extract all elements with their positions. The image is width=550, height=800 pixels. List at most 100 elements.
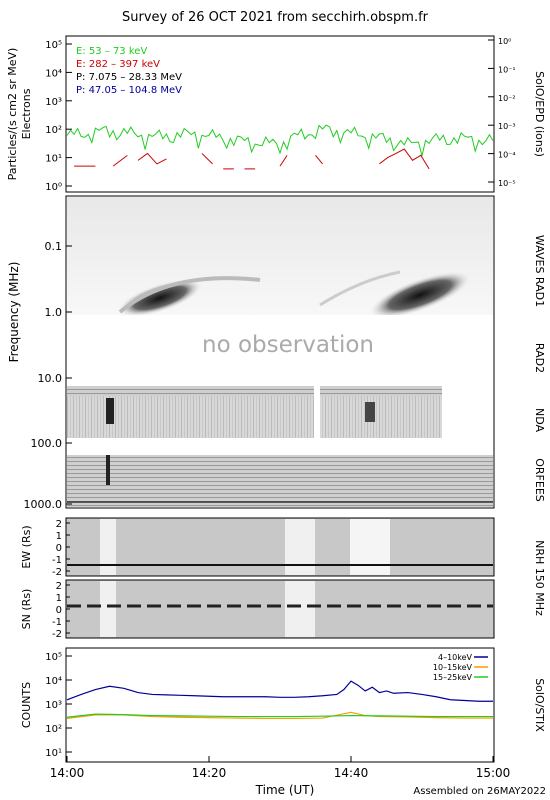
- epd-series-red-segment: [315, 155, 323, 165]
- epd-series-red-segment: [201, 153, 213, 165]
- stix-series: [66, 680, 493, 720]
- epd-legend: E: 53 – 73 keV E: 282 – 397 keV P: 7.075 –…: [76, 46, 182, 96]
- radio-ytick-label: 1.0: [45, 306, 63, 319]
- epd-series-red-segment: [112, 154, 128, 167]
- radio-ytick-label: 0.1: [45, 240, 63, 253]
- epd-series-red-segment: [137, 152, 167, 165]
- epd-ylabel2: Electrons: [20, 88, 33, 139]
- stix-ylabel: COUNTS: [20, 682, 33, 728]
- nrh-sn-frame: [65, 579, 495, 639]
- stix-legend-label: 10–15keV: [433, 663, 473, 672]
- nda-burst-2: [365, 402, 375, 422]
- nrh-ew-ylabel: EW (Rs): [20, 525, 33, 568]
- nrh-ew-gap-1: [100, 519, 116, 575]
- burst-2-tail: [319, 270, 401, 307]
- nda-band-1: [67, 386, 314, 396]
- x-tick-label: 15:00: [476, 766, 511, 780]
- stix-ytick-label: 10¹: [45, 748, 62, 759]
- nrh-ytick-label: 1: [56, 531, 62, 542]
- x-ticks: 14:00 14:20 14:40 15:00: [50, 756, 511, 780]
- radio-right-nda: NDA: [533, 408, 546, 433]
- nrh-ytick-label: 0: [56, 543, 62, 554]
- stix-ytick-label: 10³: [45, 700, 62, 711]
- nrh-ew-panel: 210-1-2 EW (Rs) NRH 150 MHz: [20, 517, 546, 616]
- nrh-ew-gap-3: [350, 519, 390, 575]
- nrh-ytick-label: 1: [56, 593, 62, 604]
- radio-ylabel: Frequency (MHz): [7, 262, 21, 363]
- nda-burst: [106, 398, 114, 424]
- epd-ytick-right-label: 10⁻⁴: [498, 151, 516, 160]
- epd-series: [66, 124, 494, 170]
- nrh-ytick-label: -1: [52, 555, 62, 566]
- epd-ylabel: Particles/(s cm2 sr MeV): [6, 48, 19, 181]
- epd-ytick-right-label: 10⁻²: [498, 94, 516, 103]
- stix-series-line: [66, 713, 493, 718]
- radio-ytick-label: 10.0: [38, 372, 63, 385]
- burst-1: [116, 278, 204, 318]
- epd-ytick-right-label: 10⁻¹: [498, 65, 516, 74]
- burst-2: [368, 270, 472, 320]
- nrh-sn-gap-1: [100, 581, 116, 637]
- nrh-sn-ylabel: SN (Rs): [20, 589, 33, 630]
- stix-ytick-label: 10⁵: [45, 652, 62, 663]
- epd-legend-entry: P: 47.05 – 104.8 MeV: [76, 85, 182, 96]
- nrh-ew-frame: [65, 517, 495, 577]
- epd-right-label: SolO/EPD (ions): [533, 71, 546, 157]
- epd-legend-entry: E: 53 – 73 keV: [76, 46, 147, 57]
- epd-series-green: [66, 124, 494, 157]
- radio-right-rad2: RAD2: [533, 343, 546, 373]
- nrh-ew-gap-2: [285, 519, 315, 575]
- radio-yticks: 0.1 1.0 10.0 100.0 1000.0: [24, 240, 72, 511]
- nrh-ytick-label: -2: [52, 567, 62, 578]
- nrh-ytick-label: 2: [56, 581, 62, 592]
- stix-ytick-label: 10²: [45, 724, 62, 735]
- stix-right-label: SolO/STIX: [533, 678, 546, 732]
- nda-band-2: [320, 386, 442, 396]
- epd-yticks: 10⁰ 10¹ 10² 10³ 10⁴ 10⁵: [45, 40, 72, 193]
- sn-yticks: 210-1-2: [52, 581, 70, 640]
- epd-panel: Particles/(s cm2 sr MeV) Electrons SolO/…: [6, 35, 546, 193]
- burst-1-tail: [118, 276, 261, 314]
- nrh-ytick-label: 2: [56, 519, 62, 530]
- stix-series-line: [66, 711, 493, 720]
- x-axis-label: Time (UT): [255, 783, 315, 797]
- epd-ytick-right-label: 10⁰: [498, 37, 511, 46]
- assembled-footer: Assembled on 26MAY2022: [413, 786, 546, 797]
- nrh-ytick-label: -2: [52, 629, 62, 640]
- x-tick-label: 14:00: [50, 766, 85, 780]
- epd-series-red-segment: [379, 148, 430, 170]
- orfees-burst: [106, 455, 110, 485]
- epd-ytick-label: 10⁰: [45, 182, 62, 193]
- nrh-ytick-label: -1: [52, 617, 62, 628]
- stix-legend-label: 15–25keV: [433, 673, 473, 682]
- epd-legend-entry: E: 282 – 397 keV: [76, 59, 160, 70]
- nrh-right-label: NRH 150 MHz: [533, 540, 546, 616]
- nrh-sn-panel: 210-1-2 SN (Rs): [20, 579, 495, 640]
- ew-yticks: 210-1-2: [52, 519, 70, 578]
- nrh-sn-gap-2: [285, 581, 315, 637]
- radio-ytick-label: 1000.0: [24, 498, 63, 511]
- epd-ytick-label: 10³: [45, 97, 62, 108]
- epd-ytick-label: 10²: [45, 125, 62, 136]
- epd-legend-entry: P: 7.075 – 28.33 MeV: [76, 72, 182, 83]
- nrh-ytick-label: 0: [56, 605, 62, 616]
- stix-frame: [65, 647, 495, 763]
- stix-legend-label: 4–10keV: [438, 653, 473, 662]
- epd-series-red-segment: [279, 155, 288, 167]
- stix-ytick-label: 10⁴: [45, 676, 62, 687]
- epd-ytick-label: 10⁴: [45, 68, 62, 79]
- figure-title: Survey of 26 OCT 2021 from secchirh.obsp…: [122, 10, 429, 25]
- stix-series-line: [66, 680, 493, 702]
- radio-panel: no observation 0.1 1.0 10.0 100.0 1000.0 Fre…: [7, 195, 546, 511]
- radio-right-waves: WAVES RAD1: [533, 235, 546, 307]
- epd-yticks-right: 10⁻⁵ 10⁻⁴ 10⁻³ 10⁻² 10⁻¹ 10⁰: [488, 37, 516, 188]
- stix-yticks: 10¹ 10² 10³ 10⁴ 10⁵: [45, 652, 72, 759]
- radio-right-orfees: ORFEES: [533, 458, 546, 502]
- epd-ytick-right-label: 10⁻³: [498, 122, 516, 131]
- x-tick-label: 14:20: [192, 766, 227, 780]
- epd-ytick-label: 10¹: [45, 154, 62, 165]
- x-tick-label: 14:40: [334, 766, 369, 780]
